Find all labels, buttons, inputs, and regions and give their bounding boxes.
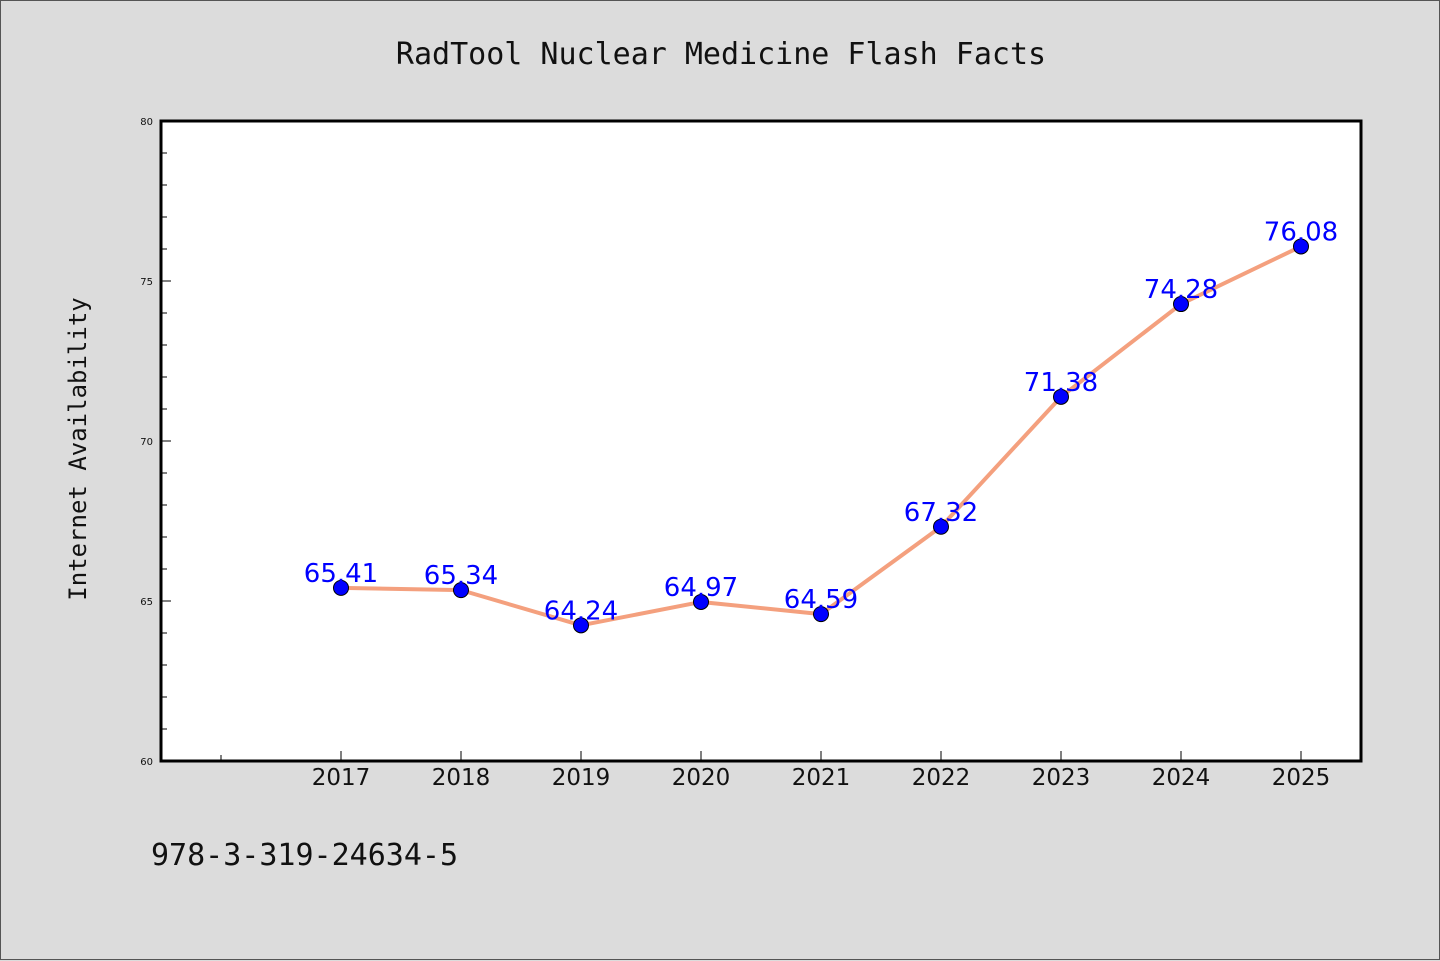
y-axis-label: Internet Availability <box>64 297 92 600</box>
x-tick-label: 2025 <box>1272 765 1331 791</box>
data-point <box>693 593 709 610</box>
chart-title: RadTool Nuclear Medicine Flash Facts <box>396 37 1046 72</box>
x-tick-label: 2018 <box>432 765 491 791</box>
y-tick-label: 65 <box>140 597 153 608</box>
data-label: 64.59 <box>784 585 858 615</box>
data-point <box>1053 388 1069 405</box>
x-tick-label: 2023 <box>1032 765 1091 791</box>
data-label: 64.24 <box>544 596 618 626</box>
data-point <box>1293 238 1309 255</box>
data-point <box>1173 296 1189 313</box>
data-label: 71.38 <box>1024 368 1098 398</box>
data-point <box>573 617 589 634</box>
x-tick-label: 2024 <box>1152 765 1211 791</box>
data-label: 74.28 <box>1144 275 1218 305</box>
series-layer: 65.41 65.34 64.24 64.97 64.59 67.32 71.38 74.28… <box>304 217 1338 634</box>
data-point <box>453 582 469 599</box>
data-label: 76.08 <box>1264 217 1338 247</box>
x-tick-label: 2017 <box>312 765 371 791</box>
data-label: 65.41 <box>304 559 378 589</box>
y-tick-label: 80 <box>140 117 153 128</box>
x-tick-label: 2021 <box>792 765 851 791</box>
data-point <box>813 606 829 623</box>
data-point <box>933 518 949 535</box>
footer-isbn: 978-3-319-24634-5 <box>151 838 458 873</box>
plot-area <box>159 119 1363 763</box>
x-tick-label: 2019 <box>552 765 611 791</box>
data-label: 65.34 <box>424 561 498 591</box>
y-axis: 60 65 70 75 80 <box>140 117 171 768</box>
data-point <box>333 579 349 596</box>
data-label: 64.97 <box>664 573 738 603</box>
x-tick-label: 2020 <box>672 765 731 791</box>
y-tick-label: 60 <box>140 757 153 768</box>
x-tick-label: 2022 <box>912 765 971 791</box>
y-tick-label: 75 <box>140 277 153 288</box>
data-label: 67.32 <box>904 498 978 528</box>
x-axis: 2017 2018 2019 2020 2021 2022 2023 2024 2025 <box>220 751 1331 791</box>
y-tick-label: 70 <box>140 437 153 448</box>
